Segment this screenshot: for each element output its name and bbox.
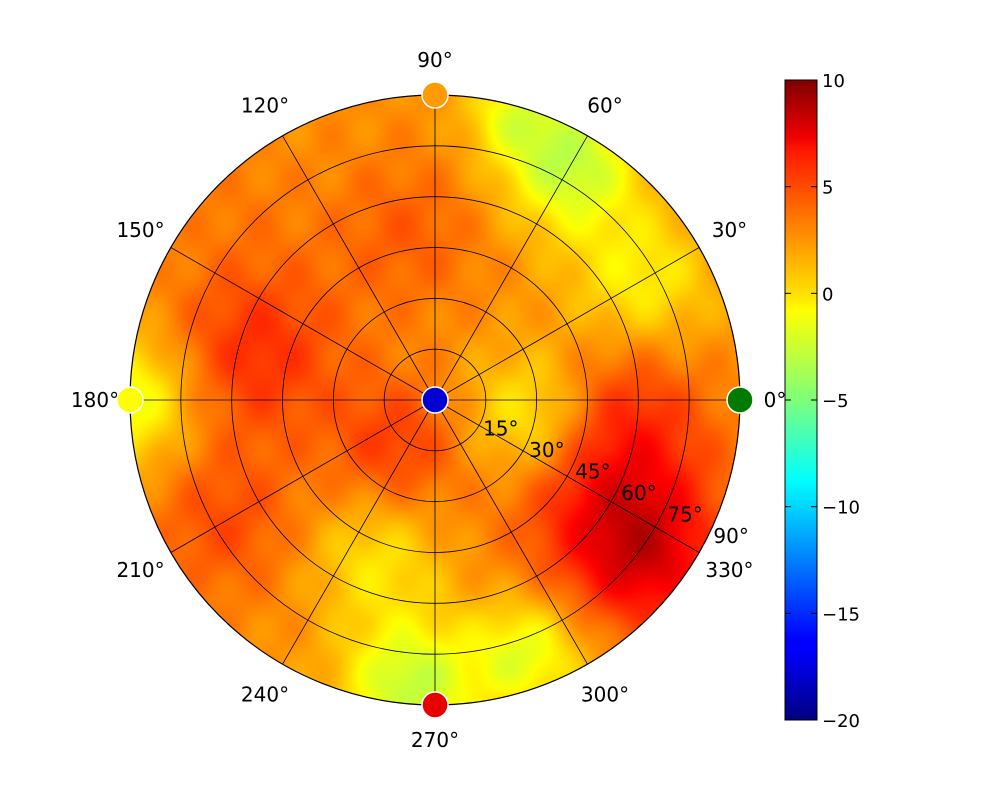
angular-tick-label: 60° (587, 94, 622, 118)
colorbar-tick-label: −15 (822, 604, 860, 625)
angular-grid-line (434, 135, 588, 401)
angular-grid-line (282, 399, 436, 665)
angular-grid-line (282, 135, 436, 401)
angular-tick-label: 270° (411, 728, 459, 752)
angular-tick-label: 0° (764, 388, 787, 412)
radial-tick-label: 60° (621, 481, 656, 505)
colorbar-tick-label: 0 (822, 284, 833, 305)
colorbar-tick-label: −10 (822, 498, 860, 519)
colorbar-tick-label: −5 (822, 391, 849, 412)
angular-tick-label: 150° (116, 218, 164, 242)
angular-tick-labels: 0° 30° 60° 90° 120° 150° 180° 210° 240° 270° 300° 3… (71, 48, 786, 752)
angular-grid-line (434, 247, 700, 401)
angular-tick-label: 120° (241, 94, 289, 118)
data-marker (421, 81, 449, 109)
angular-grid-line (434, 399, 588, 665)
data-marker (421, 386, 449, 414)
radial-tick-label: 15° (483, 416, 518, 440)
colorbar-ticks: 10 5 0 −5 −10 −15 −20 (785, 71, 860, 732)
angular-grid-line (434, 399, 700, 553)
data-marker (726, 386, 754, 414)
radial-tick-labels: 15° 30° 45° 60° 75° 90° (483, 416, 749, 547)
data-marker (116, 386, 144, 414)
radial-tick-label: 30° (529, 438, 564, 462)
radial-tick-label: 75° (667, 502, 702, 526)
colorbar: 10 5 0 −5 −10 −15 −20 (784, 71, 860, 732)
angular-tick-label: 180° (71, 388, 119, 412)
angular-tick-label: 330° (705, 558, 753, 582)
colorbar-tick-label: 5 (822, 178, 833, 199)
colorbar-tick-label: 10 (822, 71, 845, 92)
data-markers (116, 81, 754, 719)
radial-tick-label: 45° (575, 459, 610, 483)
angular-tick-label: 240° (241, 682, 289, 706)
angular-tick-label: 210° (116, 558, 164, 582)
angular-tick-label: 300° (581, 682, 629, 706)
colorbar-tick-label: −20 (822, 711, 860, 732)
radial-tick-label: 90° (713, 524, 748, 548)
angular-tick-label: 90° (417, 48, 452, 72)
angular-tick-label: 30° (712, 218, 747, 242)
angular-grid-line (170, 247, 436, 401)
data-marker (421, 691, 449, 719)
angular-grid-line (170, 399, 436, 553)
